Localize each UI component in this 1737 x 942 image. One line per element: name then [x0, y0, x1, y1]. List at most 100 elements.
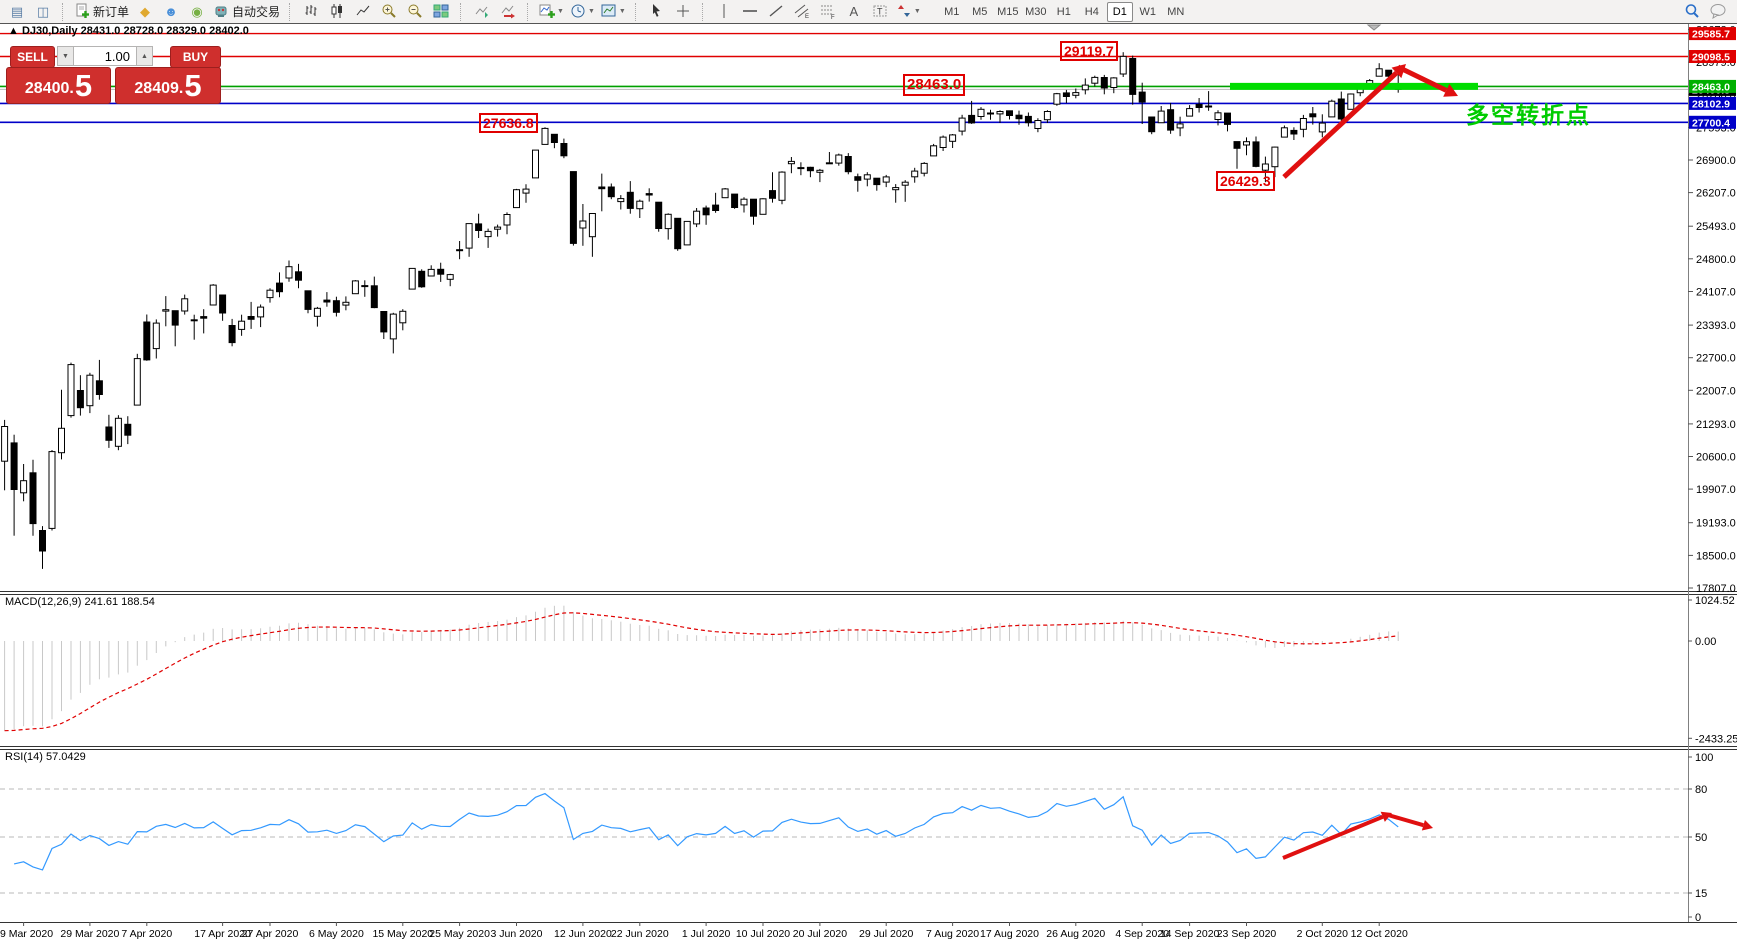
turning-point-annotation: 多空转折点 [1466, 102, 1591, 128]
svg-text:0: 0 [1695, 912, 1701, 924]
template-button[interactable]: ▼ [599, 1, 628, 23]
dropdown-caret-icon[interactable]: ▼ [557, 8, 564, 15]
timeframe-M5[interactable]: M5 [972, 5, 988, 18]
candles [1, 52, 1402, 569]
chat-button[interactable] [1706, 1, 1730, 23]
volume-input[interactable] [74, 46, 136, 66]
indicators-button[interactable]: ▼ [537, 1, 566, 23]
zoom-out-button[interactable] [403, 1, 427, 23]
crosshair-icon [675, 3, 691, 21]
svg-text:7 Apr 2020: 7 Apr 2020 [121, 928, 172, 940]
horizontal-line-icon [742, 3, 758, 21]
horizontal-line-button[interactable] [738, 1, 762, 23]
trendline-icon [768, 3, 784, 21]
fibonacci-icon: F [820, 3, 836, 21]
market-watch-icon: ▤ [10, 4, 24, 19]
text-label-button[interactable]: T [868, 1, 892, 23]
search-button[interactable] [1680, 1, 1704, 23]
price-label-27636[interactable]: 27636.8 [479, 113, 538, 133]
svg-text:19193.0: 19193.0 [1696, 518, 1736, 530]
timeframe-M30[interactable]: M30 [1025, 5, 1047, 18]
svg-text:7 Aug 2020: 7 Aug 2020 [926, 928, 979, 940]
timeframe-W1[interactable]: W1 [1139, 5, 1157, 18]
svg-text:50: 50 [1695, 832, 1707, 844]
tile-windows-button[interactable] [429, 1, 453, 23]
timeframe-MN[interactable]: MN [1167, 5, 1185, 18]
bar-chart-button[interactable] [299, 1, 323, 23]
timeframe-D1[interactable]: D1 [1106, 1, 1133, 22]
svg-text:T: T [877, 6, 883, 16]
scroll-marker-icon [1366, 24, 1382, 31]
timeframe-H4[interactable]: H4 [1084, 5, 1099, 18]
community-icon: ☻ [164, 4, 178, 19]
line-chart-button[interactable] [351, 1, 375, 23]
metaeditor-button[interactable]: ◆ [133, 1, 157, 23]
autotrading-button[interactable]: 自动交易 [211, 1, 282, 23]
vertical-line-button[interactable] [712, 1, 736, 23]
toolbar-separator [460, 2, 466, 21]
new-order-button[interactable]: 新订单 [72, 1, 131, 23]
chart-shift-button[interactable] [496, 1, 520, 23]
dropdown-caret-icon[interactable]: ▼ [913, 8, 921, 15]
sell-price[interactable]: 28400. 5 [6, 67, 111, 104]
timeframe-M1[interactable]: M1 [944, 5, 960, 18]
chart-title: ▲ DJ30,Daily 28431.0 28728.0 28329.0 284… [8, 25, 249, 37]
new-order-icon [74, 3, 90, 21]
data-window-button[interactable]: ◫ [31, 1, 55, 23]
svg-text:6 May 2020: 6 May 2020 [309, 928, 364, 940]
rsi-indicator-label: RSI(14) 57.0429 [5, 751, 86, 763]
axis-badge-28102.9: 28102.9 [1689, 96, 1736, 110]
auto-scroll-button[interactable] [470, 1, 494, 23]
bar-chart-icon [303, 3, 319, 21]
collapse-triangle-icon[interactable]: ▲ [8, 25, 19, 37]
toolbar-separator [289, 2, 295, 21]
price-label-28463[interactable]: 28463.0 [903, 74, 966, 96]
arrows-button[interactable]: ▼ [894, 1, 923, 23]
market-watch-button[interactable]: ▤ [5, 1, 29, 23]
svg-text:3 Jun 2020: 3 Jun 2020 [491, 928, 543, 940]
volume-down-button[interactable]: ▼ [57, 46, 74, 66]
text-button[interactable]: A [842, 1, 866, 23]
period-clock-button[interactable]: ▼ [568, 1, 597, 23]
dropdown-caret-icon[interactable]: ▼ [618, 8, 626, 15]
svg-text:28102.9: 28102.9 [1692, 98, 1730, 110]
sell-button[interactable]: SELL [10, 46, 55, 68]
svg-text:24107.0: 24107.0 [1696, 287, 1736, 299]
crosshair-button[interactable] [671, 1, 695, 23]
trend-arrows-rsi [1282, 811, 1433, 860]
cursor-icon [649, 3, 665, 21]
buy-button[interactable]: BUY [170, 46, 221, 68]
signals-button[interactable]: ◉ [185, 1, 209, 23]
price-label-29119[interactable]: 29119.7 [1060, 41, 1118, 61]
timeframe-M15[interactable]: M15 [997, 5, 1019, 18]
volume-up-button[interactable]: ▲ [136, 46, 153, 66]
equidistant-channel-button[interactable]: E [790, 1, 814, 23]
macd-indicator-label: MACD(12,26,9) 241.61 188.54 [5, 596, 155, 608]
buy-price[interactable]: 28409. 5 [115, 67, 221, 104]
fibonacci-button[interactable]: F [816, 1, 840, 23]
price-label-26429[interactable]: 26429.3 [1216, 171, 1275, 191]
text-label-icon: T [872, 3, 888, 21]
candlestick-chart-button[interactable] [325, 1, 349, 23]
dropdown-caret-icon[interactable]: ▼ [587, 8, 595, 15]
template-icon [601, 3, 617, 21]
svg-text:12 Jun 2020: 12 Jun 2020 [554, 928, 612, 940]
timeframe-H1[interactable]: H1 [1056, 5, 1071, 18]
svg-text:27700.4: 27700.4 [1692, 117, 1730, 129]
search-icon [1684, 3, 1700, 21]
community-button[interactable]: ☻ [159, 1, 183, 23]
svg-text:22700.0: 22700.0 [1696, 353, 1736, 365]
zoom-in-button[interactable] [377, 1, 401, 23]
svg-text:29 Jul 2020: 29 Jul 2020 [859, 928, 913, 940]
svg-text:1 Jul 2020: 1 Jul 2020 [682, 928, 731, 940]
svg-text:80: 80 [1695, 784, 1707, 796]
svg-text:23 Sep 2020: 23 Sep 2020 [1217, 928, 1277, 940]
svg-text:20 Jul 2020: 20 Jul 2020 [793, 928, 847, 940]
svg-text:29 Mar 2020: 29 Mar 2020 [60, 928, 119, 940]
tile-windows-icon [433, 3, 449, 21]
cursor-button[interactable] [645, 1, 669, 23]
zoom-in-icon [381, 3, 397, 21]
trendline-button[interactable] [764, 1, 788, 23]
